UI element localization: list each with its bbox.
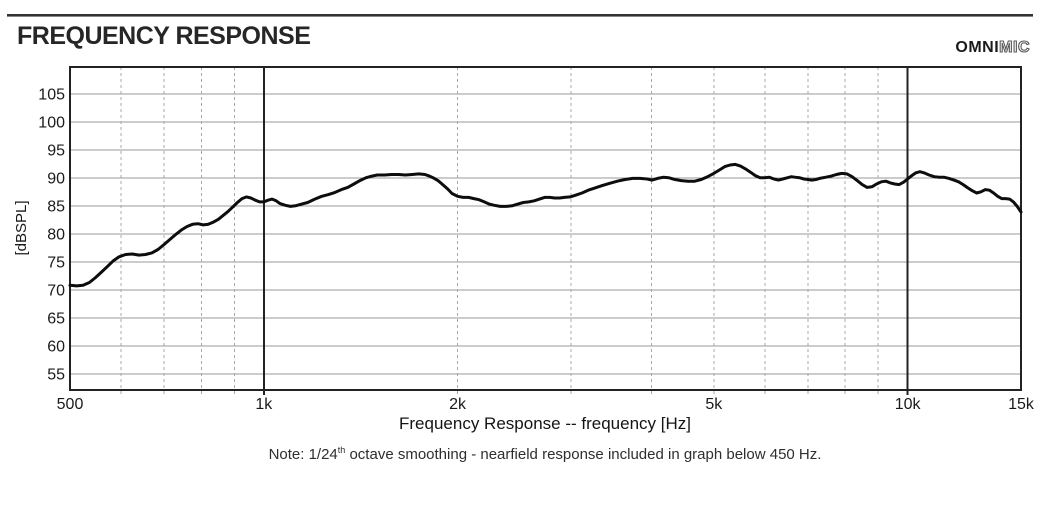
logo-omni: OMNI [955, 39, 1000, 56]
y-tick-label-95: 95 [47, 142, 65, 159]
note-suffix: octave smoothing - nearfield response in… [345, 446, 822, 463]
x-tick-label-500: 500 [57, 396, 84, 413]
y-axis-label: [dBSPL] [13, 200, 30, 256]
x-tick-label-2k: 2k [449, 396, 467, 413]
y-tick-label-75: 75 [47, 254, 65, 271]
y-tick-label-90: 90 [47, 170, 65, 187]
omnimic-logo: OMNIMIC [955, 38, 1030, 57]
y-tick-label-80: 80 [47, 226, 65, 243]
plot-border [69, 66, 1022, 391]
page-title: FREQUENCY RESPONSE [17, 22, 311, 50]
y-tick-labels: 105 100 95 90 85 80 75 70 65 60 55 [38, 86, 65, 383]
x-gridlines-dashed [120, 67, 879, 394]
x-tick-label-1k: 1k [255, 396, 273, 413]
note-superscript: th [337, 445, 346, 455]
y-tick-label-65: 65 [47, 310, 65, 327]
note-prefix: Note: 1/24 [268, 446, 338, 463]
chart-note: Note: 1/24th octave smoothing - nearfiel… [0, 445, 1050, 464]
y-gridlines [70, 93, 1021, 375]
x-tick-label-10k: 10k [895, 396, 922, 413]
y-tick-label-100: 100 [38, 114, 65, 131]
y-tick-label-60: 60 [47, 338, 65, 355]
logo-mic: MIC [999, 38, 1030, 56]
x-axis-title: Frequency Response -- frequency [Hz] [399, 414, 691, 433]
y-tick-label-70: 70 [47, 282, 65, 299]
x-tick-labels: 500 1k 2k 5k 10k 15k [57, 396, 1035, 413]
header-divider [7, 14, 1033, 17]
x-tick-label-5k: 5k [705, 396, 723, 413]
response-curve [68, 162, 1023, 288]
x-gridlines-solid [262, 67, 909, 395]
y-tick-label-85: 85 [47, 198, 65, 215]
x-tick-label-15k: 15k [1008, 396, 1035, 413]
y-tick-label-105: 105 [38, 86, 65, 103]
y-tick-label-55: 55 [47, 366, 65, 383]
